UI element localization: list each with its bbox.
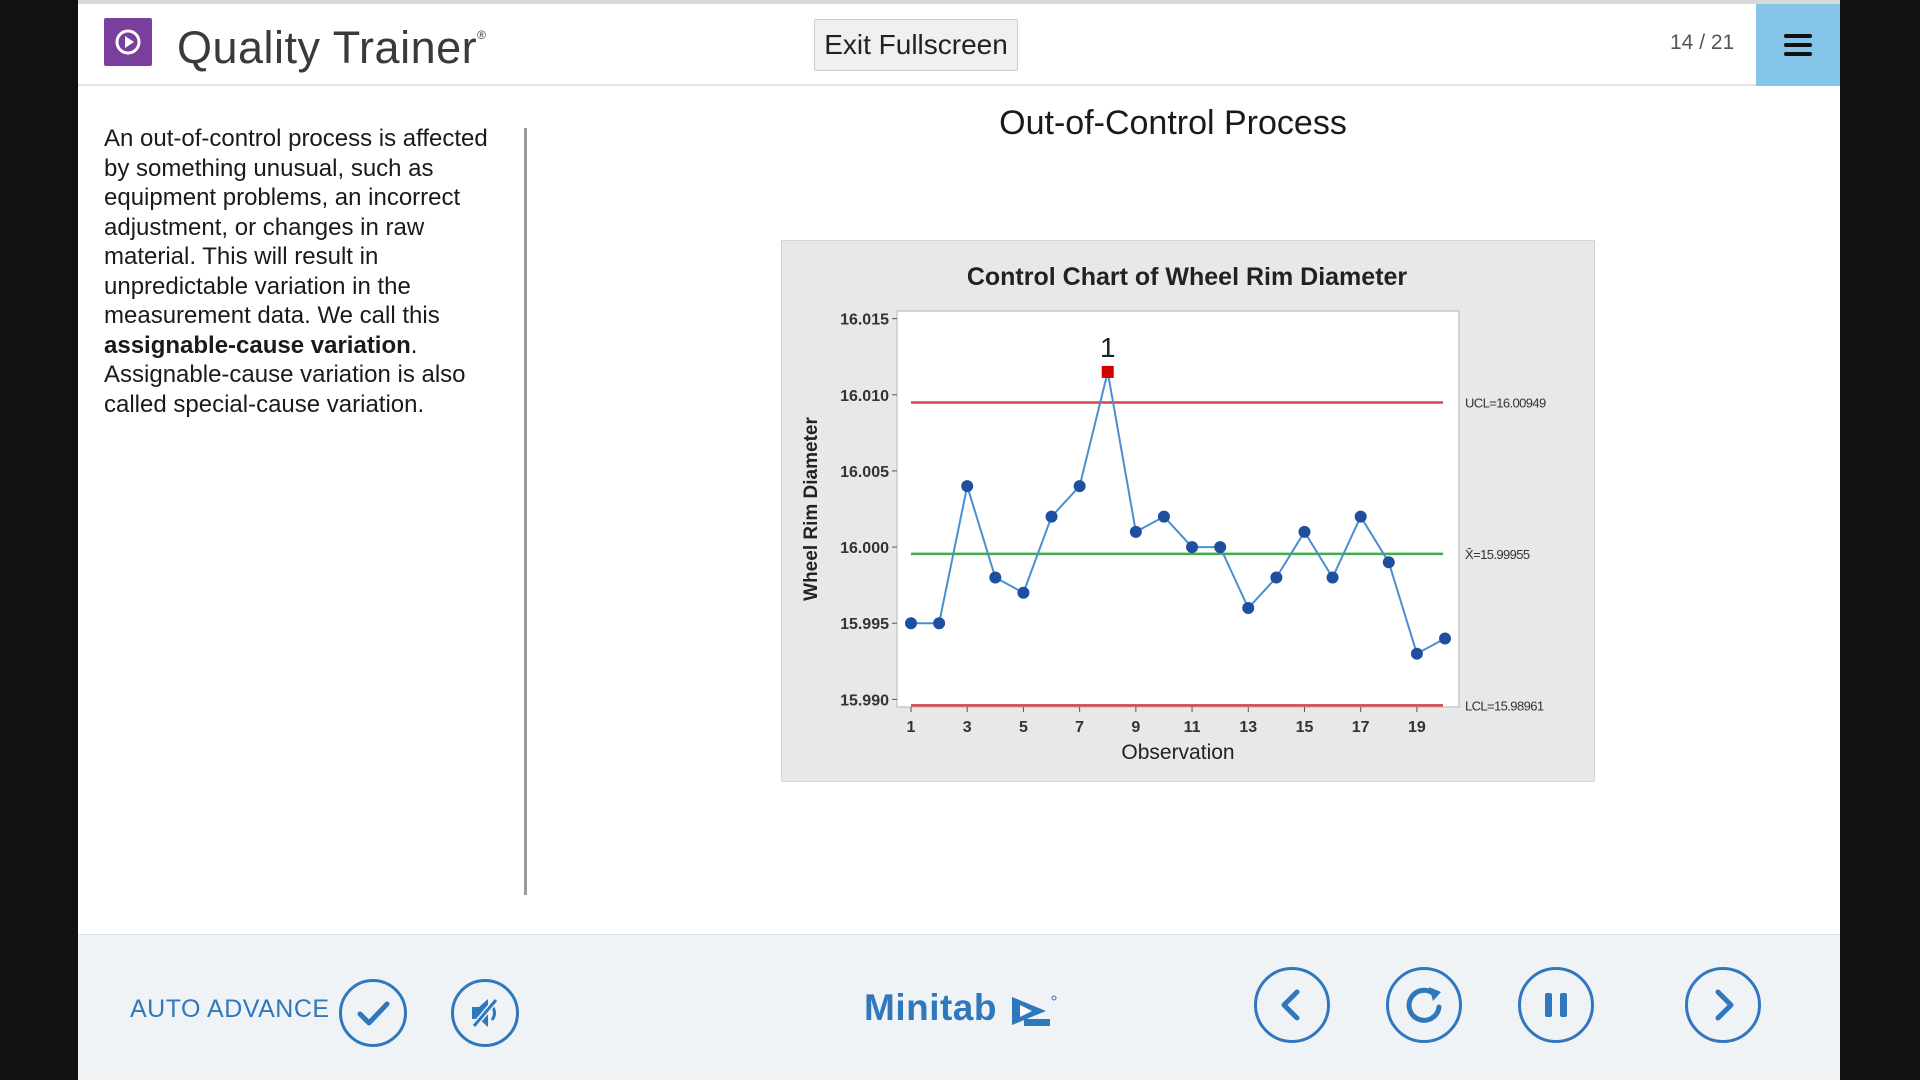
x-tick-label: 5 — [1019, 719, 1028, 736]
x-tick-label: 3 — [963, 719, 972, 736]
chart-title: Control Chart of Wheel Rim Diameter — [967, 263, 1408, 291]
data-point — [1439, 632, 1451, 645]
data-point — [1157, 510, 1170, 523]
hamburger-icon — [1784, 34, 1812, 38]
header-bar: Quality Trainer® Exit Fullscreen 14 / 21 — [78, 0, 1840, 86]
hamburger-icon — [1784, 43, 1812, 47]
x-tick-label: 1 — [907, 719, 916, 736]
center-label: X̄=15.99955 — [1465, 547, 1530, 562]
y-tick-label: 16.010 — [840, 388, 889, 405]
previous-slide-button[interactable] — [1254, 967, 1330, 1043]
lcl-label: LCL=15.98961 — [1465, 698, 1544, 713]
prev-icon — [1281, 989, 1300, 1021]
auto-advance-label: AUTO ADVANCE — [130, 995, 330, 1023]
control-chart: Control Chart of Wheel Rim Diameter 15.9… — [801, 263, 1547, 764]
x-tick-label: 15 — [1296, 719, 1314, 736]
check-circle-icon — [357, 1001, 390, 1026]
x-tick-label: 9 — [1131, 719, 1140, 736]
data-point — [933, 617, 946, 630]
x-tick-label: 7 — [1075, 719, 1084, 736]
x-tick-label: 13 — [1239, 719, 1257, 736]
next-slide-button[interactable] — [1685, 967, 1761, 1043]
data-point — [1410, 647, 1423, 660]
data-point — [1186, 541, 1199, 554]
menu-button[interactable] — [1756, 4, 1840, 86]
page-indicator: 14 / 21 — [1670, 31, 1735, 54]
y-tick-label: 15.990 — [840, 692, 889, 709]
y-tick-label: 15.995 — [840, 616, 889, 633]
app-window: Quality Trainer® Exit Fullscreen 14 / 21… — [78, 0, 1840, 1080]
minitab-logo: Minitab — [864, 987, 1064, 1037]
y-tick-label: 16.000 — [840, 540, 889, 557]
mute-icon — [471, 998, 499, 1028]
data-point — [1326, 571, 1339, 584]
key-term: assignable-cause variation — [104, 331, 411, 359]
data-point — [989, 571, 1002, 584]
mute-button[interactable] — [451, 979, 519, 1047]
data-point — [1214, 541, 1227, 554]
data-point — [1354, 510, 1367, 523]
data-point — [1298, 525, 1311, 538]
footer-bar: AUTO ADVANCE Minitab — [78, 934, 1840, 1080]
slide-title: Out-of-Control Process — [999, 104, 1347, 142]
test-failure-label: 1 — [1100, 332, 1116, 363]
data-point — [1270, 571, 1283, 584]
data-point — [1017, 586, 1030, 599]
data-point — [905, 617, 917, 630]
minitab-logo-icon — [1012, 995, 1057, 1026]
replay-button[interactable] — [1386, 967, 1462, 1043]
data-point — [1382, 556, 1395, 569]
x-tick-label: 11 — [1184, 719, 1201, 736]
app-title: Quality Trainer® — [177, 22, 487, 73]
data-point — [1129, 525, 1142, 538]
y-tick-label: 16.005 — [840, 464, 889, 481]
pause-icon — [1545, 993, 1567, 1017]
hamburger-icon — [1784, 52, 1812, 56]
auto-advance-toggle[interactable] — [339, 979, 407, 1047]
ucl-label: UCL=16.00949 — [1465, 396, 1546, 411]
pause-button[interactable] — [1518, 967, 1594, 1043]
data-point — [1242, 602, 1255, 614]
x-tick-label: 19 — [1408, 719, 1426, 736]
data-point — [1045, 510, 1058, 523]
x-axis-label: Observation — [1121, 741, 1234, 764]
lesson-text: An out-of-control process is affected by… — [104, 125, 488, 418]
x-tick-label: 17 — [1352, 719, 1370, 736]
data-point — [961, 480, 974, 493]
data-point — [1073, 480, 1086, 493]
next-icon — [1715, 989, 1734, 1021]
exit-fullscreen-button[interactable]: Exit Fullscreen — [814, 19, 1018, 71]
replay-icon — [1406, 987, 1442, 1023]
y-tick-label: 16.015 — [840, 312, 889, 329]
out-of-control-point — [1101, 365, 1114, 378]
content-divider — [524, 128, 527, 895]
control-chart-panel: Control Chart of Wheel Rim Diameter 15.9… — [781, 240, 1595, 782]
y-axis-label: Wheel Rim Diameter — [801, 417, 822, 601]
quality-trainer-logo-icon — [104, 18, 152, 66]
plot-area — [896, 310, 1460, 708]
